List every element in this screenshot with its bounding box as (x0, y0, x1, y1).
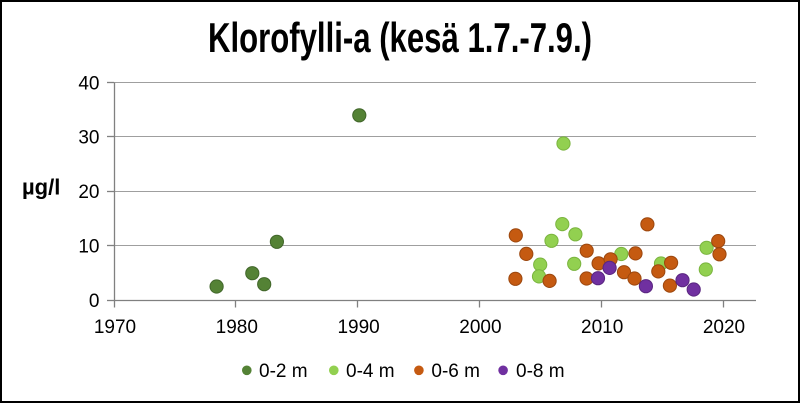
svg-text:1980: 1980 (216, 317, 258, 338)
svg-text:0-4 m: 0-4 m (346, 361, 395, 382)
svg-text:0-6 m: 0-6 m (431, 361, 480, 382)
svg-text:0-8 m: 0-8 m (516, 361, 565, 382)
svg-text:1970: 1970 (94, 317, 136, 338)
svg-text:20: 20 (78, 182, 99, 203)
svg-text:Klorofylli-a (kesä 1.7.-7.9.): Klorofylli-a (kesä 1.7.-7.9.) (208, 14, 592, 61)
svg-text:10: 10 (78, 236, 99, 257)
svg-text:1990: 1990 (337, 317, 379, 338)
svg-text:30: 30 (78, 128, 99, 149)
svg-text:µg/l: µg/l (22, 175, 60, 200)
svg-text:0-2 m: 0-2 m (259, 361, 308, 382)
svg-text:2000: 2000 (459, 317, 501, 338)
svg-text:0: 0 (89, 291, 100, 312)
svg-text:40: 40 (78, 73, 99, 94)
svg-text:2020: 2020 (703, 317, 745, 338)
svg-text:2010: 2010 (581, 317, 623, 338)
